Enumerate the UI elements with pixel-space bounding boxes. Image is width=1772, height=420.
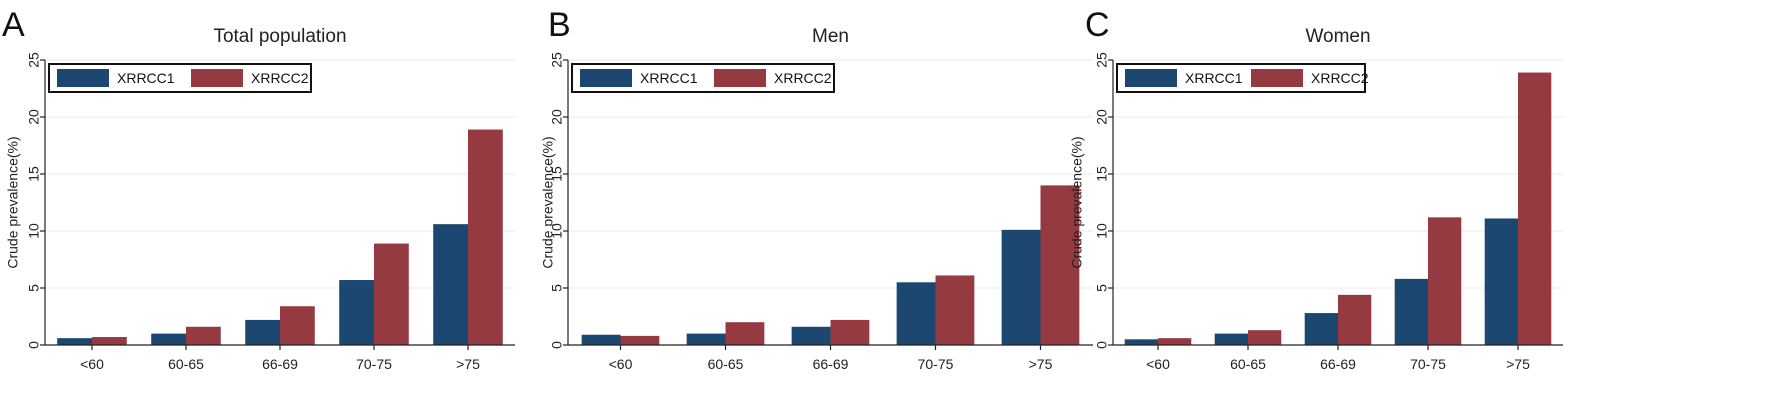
panel-letter: A [2, 6, 25, 44]
bar-xrrcc1 [581, 334, 621, 345]
bar-xrrcc2 [186, 326, 221, 345]
x-tick-label: >75 [1506, 356, 1530, 372]
x-tick-label: 70-75 [918, 356, 954, 372]
bar-xrrcc2 [725, 322, 765, 345]
y-tick-label: 5 [1094, 284, 1110, 292]
bar-xrrcc1 [151, 333, 186, 345]
legend: XRRCC1 XRRCC2 [48, 63, 312, 93]
bar-xrrcc2 [92, 337, 127, 345]
x-tick-label: 66-69 [262, 356, 298, 372]
y-tick-label: 10 [26, 223, 42, 239]
bar-xrrcc2 [830, 319, 870, 345]
x-tick-label: 70-75 [1410, 356, 1446, 372]
bar-xrrcc2 [468, 129, 503, 345]
bar-chart-b: B Men 0 5 10 15 20 25 Crude prevalence(%) <60 60-6… [540, 6, 1093, 372]
bar-xrrcc2 [1338, 294, 1372, 345]
x-tick-label: >75 [1029, 356, 1053, 372]
x-tick-label: 66-69 [1320, 356, 1356, 372]
panel-letter: C [1085, 6, 1110, 44]
x-tick-label: 60-65 [1230, 356, 1266, 372]
legend-label: XRRCC2 [774, 70, 832, 86]
bar-xrrcc1 [1394, 278, 1428, 345]
y-tick-label: 15 [1094, 166, 1110, 182]
y-tick-label: 10 [549, 223, 565, 239]
y-tick-label: 25 [26, 52, 42, 68]
bar-xrrcc1 [339, 280, 374, 345]
legend-swatch-xrrcc2 [1251, 69, 1303, 87]
y-tick-label: 25 [1094, 52, 1110, 68]
x-tick-label: 70-75 [356, 356, 392, 372]
bar-xrrcc1 [896, 282, 936, 345]
x-tick-label: 66-69 [813, 356, 849, 372]
bar-chart-a: A Total population 0 5 10 15 20 25 Crude prevale… [2, 6, 515, 372]
panel-a: A Total population 0 5 10 15 20 25 Crude prevale… [0, 0, 530, 420]
y-tick-label: 15 [26, 166, 42, 182]
legend-swatch-xrrcc1 [580, 69, 632, 87]
panel-b: B Men 0 5 10 15 20 25 Crude prevalence(%) <60 60-6… [530, 0, 1093, 420]
y-tick-label: 0 [1094, 341, 1110, 349]
bar-xrrcc1 [686, 333, 726, 345]
bar-xrrcc1 [1304, 313, 1338, 345]
bar-xrrcc1 [1001, 229, 1041, 345]
y-tick-label: 0 [549, 341, 565, 349]
y-tick-label: 25 [549, 52, 565, 68]
legend: XRRCC1 XRRCC2 [1116, 63, 1369, 93]
legend-label: XRRCC1 [117, 70, 175, 86]
x-tick-label: 60-65 [708, 356, 744, 372]
x-tick-label: <60 [80, 356, 104, 372]
panel-c: C Women 0 5 10 15 20 25 Crude prevalence(%) <60 60… [1065, 0, 1772, 420]
y-tick-label: 20 [26, 109, 42, 125]
legend-swatch-xrrcc1 [1125, 69, 1177, 87]
y-tick-label: 5 [549, 284, 565, 292]
chart-title: Women [1305, 26, 1370, 47]
bar-xrrcc2 [1428, 217, 1462, 345]
bar-xrrcc1 [433, 224, 468, 345]
y-tick-label: 20 [549, 109, 565, 125]
legend-label: XRRCC1 [640, 70, 698, 86]
bar-xrrcc2 [1248, 330, 1282, 345]
bar-xrrcc1 [1124, 339, 1158, 345]
y-tick-label: 15 [549, 166, 565, 182]
bar-xrrcc1 [245, 319, 280, 345]
legend-label: XRRCC1 [1185, 70, 1243, 86]
x-tick-label: <60 [609, 356, 633, 372]
legend-label: XRRCC2 [1311, 70, 1369, 86]
bar-xrrcc1 [1214, 333, 1248, 345]
panel-letter: B [548, 6, 571, 44]
bar-xrrcc2 [935, 275, 975, 345]
chart-title: Men [812, 26, 849, 47]
bar-chart-c: C Women 0 5 10 15 20 25 Crude prevalence(%) <60 60… [1069, 6, 1563, 372]
y-tick-label: 5 [26, 284, 42, 292]
bar-xrrcc1 [57, 338, 92, 345]
legend-swatch-xrrcc2 [714, 69, 766, 87]
y-axis-title: Crude prevalence(%) [540, 136, 556, 268]
bar-xrrcc2 [280, 306, 315, 345]
legend: XRRCC1 XRRCC2 [571, 63, 835, 93]
bar-xrrcc1 [1484, 218, 1518, 345]
bar-xrrcc2 [374, 243, 409, 345]
x-tick-label: <60 [1146, 356, 1170, 372]
y-tick-label: 0 [26, 341, 42, 349]
y-tick-label: 10 [1094, 223, 1110, 239]
y-tick-label: 20 [1094, 109, 1110, 125]
chart-title: Total population [213, 26, 346, 47]
bar-xrrcc1 [791, 326, 831, 345]
legend-swatch-xrrcc2 [191, 69, 243, 87]
bar-xrrcc2 [1040, 185, 1080, 345]
bar-xrrcc2 [1158, 338, 1192, 345]
bar-xrrcc2 [620, 335, 660, 345]
y-axis-title: Crude prevalence(%) [5, 136, 21, 268]
legend-swatch-xrrcc1 [57, 69, 109, 87]
legend-label: XRRCC2 [251, 70, 309, 86]
bar-xrrcc2 [1518, 72, 1552, 345]
y-axis-title: Crude prevalence(%) [1069, 136, 1085, 268]
x-tick-label: >75 [456, 356, 480, 372]
x-tick-label: 60-65 [168, 356, 204, 372]
